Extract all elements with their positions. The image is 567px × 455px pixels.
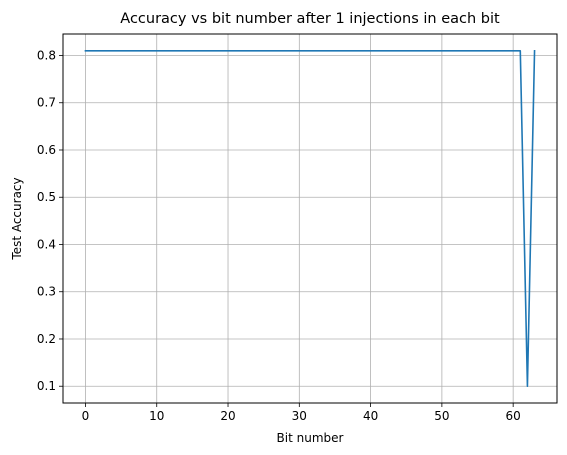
x-axis: 0 10 20 30 40 50 60: [82, 403, 521, 423]
y-tick-label: 0.7: [37, 96, 56, 110]
series-line: [84, 49, 536, 388]
x-tick-label: 30: [292, 409, 307, 423]
x-tick-label: 50: [434, 409, 449, 423]
x-tick-label: 0: [82, 409, 90, 423]
y-tick-label: 0.6: [37, 143, 56, 157]
series-group: [84, 49, 536, 388]
title-group: Accuracy vs bit number after 1 injection…: [120, 11, 500, 27]
y-axis: 0.1 0.2 0.3 0.4 0.5 0.6 0.7 0.8: [37, 48, 63, 393]
y-axis-label: Test Accuracy: [10, 177, 24, 260]
grid: [63, 34, 557, 403]
x-tick-label: 10: [149, 409, 164, 423]
y-tick-label: 0.5: [37, 190, 56, 204]
y-tick-label: 0.8: [37, 48, 56, 62]
y-tick-label: 0.1: [37, 379, 56, 393]
y-tick-label: 0.4: [37, 237, 56, 251]
chart-title: Accuracy vs bit number after 1 injection…: [120, 11, 500, 27]
y-tick-label: 0.2: [37, 332, 56, 346]
plot-frame: [62, 33, 558, 404]
x-tick-label: 20: [220, 409, 235, 423]
x-tick-label: 60: [506, 409, 521, 423]
x-tick-label: 40: [363, 409, 378, 423]
y-tick-label: 0.3: [37, 285, 56, 299]
x-axis-label: Bit number: [277, 431, 344, 445]
